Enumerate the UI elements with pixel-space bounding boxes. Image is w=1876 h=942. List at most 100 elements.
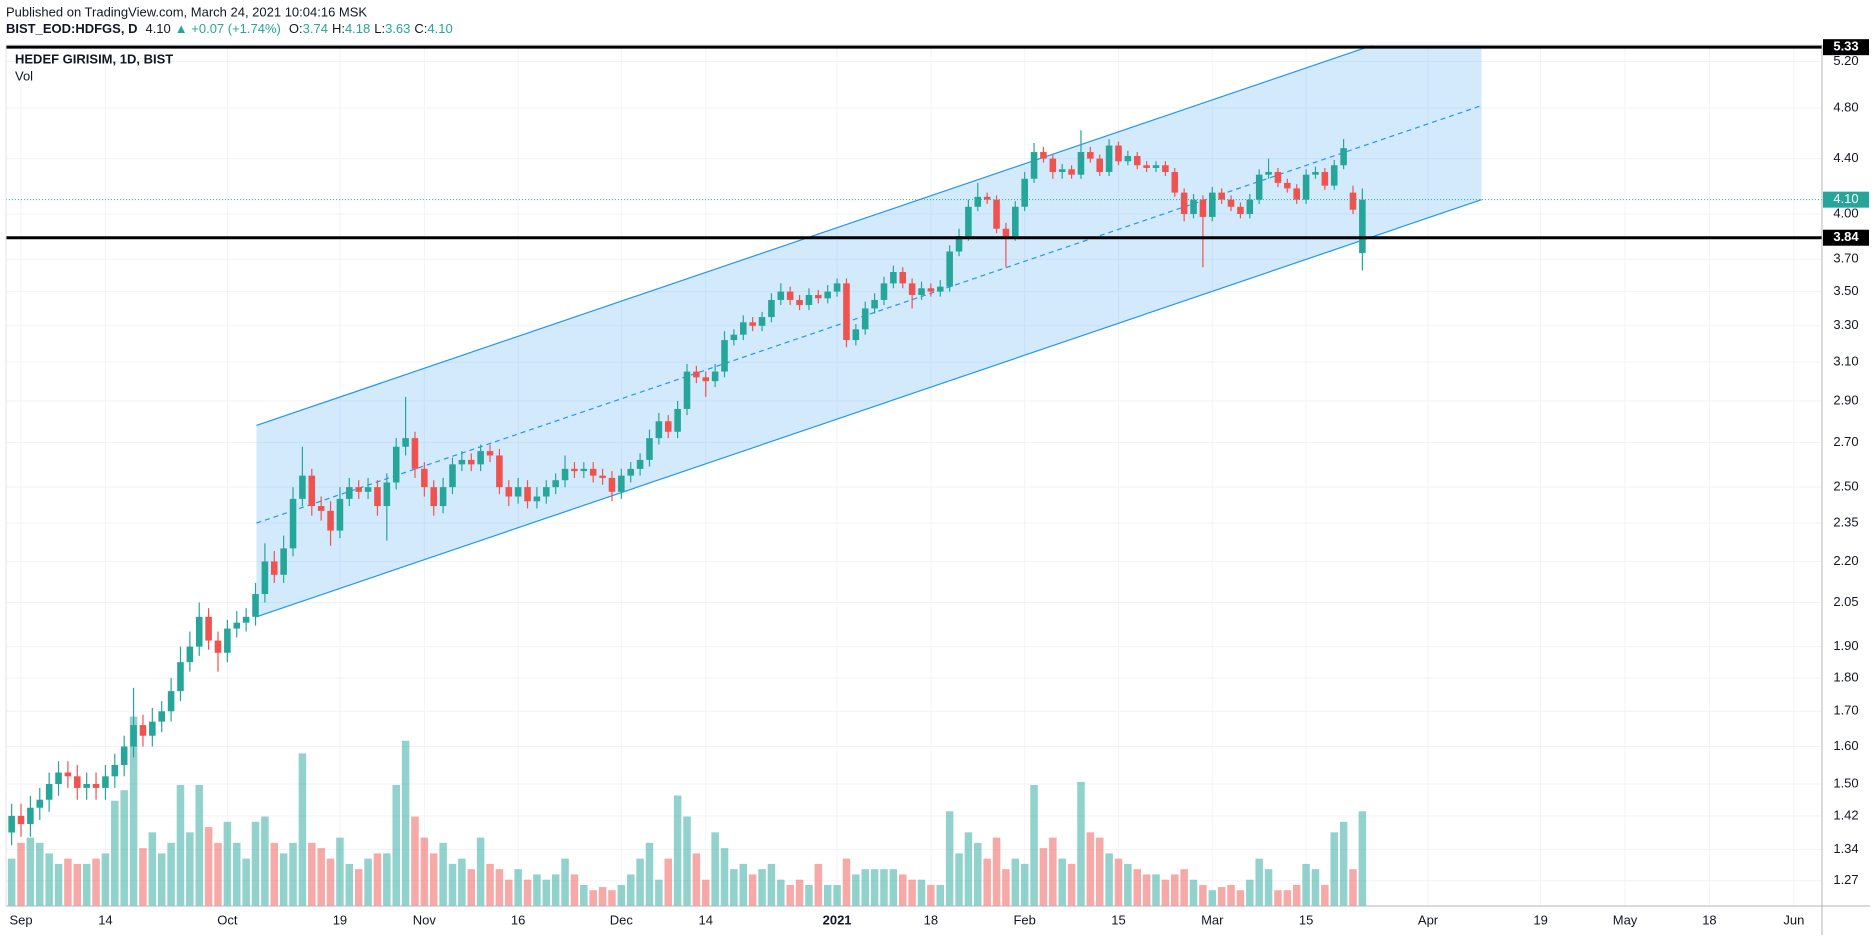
x-tick-label: 18: [924, 912, 938, 927]
volume-bar: [617, 884, 626, 906]
candle-body: [83, 784, 90, 788]
volume-bar: [289, 842, 297, 906]
volume-bar: [683, 816, 691, 906]
candle-body: [242, 616, 250, 623]
candle-body: [177, 662, 184, 692]
y-tick-label: 2.05: [1833, 594, 1858, 609]
x-tick-label: Dec: [610, 912, 634, 927]
candle-body: [1162, 165, 1169, 172]
candle-body: [252, 594, 259, 617]
volume-bar: [1321, 884, 1329, 906]
candle-body: [805, 294, 813, 306]
volume-bar: [92, 858, 100, 906]
candle-body: [374, 487, 381, 507]
volume-bar: [1292, 884, 1301, 906]
volume-bar: [364, 858, 372, 906]
y-tick-label: 1.90: [1833, 638, 1858, 653]
candle-body: [1237, 206, 1244, 215]
volume-bar: [73, 863, 82, 906]
candle-body: [852, 329, 860, 341]
volume-bar: [167, 842, 175, 906]
volume-bar: [195, 784, 203, 906]
candle-body: [983, 196, 991, 200]
y-tick-label: 2.20: [1833, 553, 1858, 568]
volume-bar: [223, 821, 232, 906]
candle-body: [1255, 174, 1263, 200]
volume-bar: [1030, 784, 1038, 906]
volume-bar: [1264, 869, 1273, 906]
volume-bar: [1311, 869, 1320, 906]
candle-body: [496, 455, 503, 488]
candle-body: [308, 475, 316, 507]
candle-body: [589, 468, 597, 476]
volume-bar: [1171, 874, 1179, 906]
candle-body: [702, 377, 710, 382]
candle-body: [552, 480, 559, 488]
candle-body: [1040, 152, 1047, 159]
candle-body: [955, 236, 963, 252]
volume-bar: [82, 863, 91, 906]
candle-body: [158, 711, 165, 722]
volume-bar: [214, 842, 222, 906]
volume-bar: [589, 890, 597, 906]
volume-bar: [326, 858, 335, 906]
volume-bar: [795, 879, 804, 906]
candle-body: [505, 487, 513, 497]
volume-bar: [204, 827, 213, 906]
volume-bar: [308, 842, 316, 906]
candle-body: [749, 322, 756, 326]
volume-bar: [917, 879, 926, 906]
candle-body: [486, 451, 494, 456]
candle-body: [36, 799, 44, 808]
y-tick-label: 3.50: [1833, 283, 1858, 298]
volume-bar: [936, 884, 945, 906]
volume-bar: [645, 842, 654, 906]
volume-bar: [767, 863, 776, 906]
candle-body: [843, 283, 850, 341]
candle-body: [1143, 165, 1150, 168]
candle-body: [815, 294, 822, 299]
y-tick-label: 2.50: [1833, 479, 1858, 494]
volume-bar: [279, 853, 288, 906]
volume-bar: [17, 842, 25, 906]
candle-body: [730, 334, 738, 341]
last-price: 4.10: [145, 21, 170, 36]
x-tick-label: Nov: [413, 912, 437, 927]
volume-bar: [1349, 869, 1357, 906]
x-tick-label: 19: [333, 912, 347, 927]
candle-body: [1190, 199, 1197, 215]
volume-bar: [833, 884, 841, 906]
volume-bar: [861, 869, 869, 906]
volume-bar: [1095, 837, 1104, 906]
candle-body: [618, 475, 625, 492]
candle-body: [45, 784, 53, 800]
volume-bar: [561, 858, 569, 906]
candle-body: [139, 725, 147, 736]
volume-bar: [1086, 832, 1095, 906]
candle-body: [1218, 192, 1225, 200]
volume-bar: [786, 884, 794, 906]
volume-bar: [823, 884, 832, 906]
volume-bar: [1283, 890, 1292, 906]
candle-body: [965, 206, 972, 237]
channel-fill: [256, 45, 1482, 617]
volume-bar: [1161, 879, 1170, 906]
candle-body: [1340, 148, 1347, 166]
volume-bar: [1208, 890, 1217, 906]
candle-body: [636, 459, 644, 469]
volume-bar: [354, 869, 363, 906]
candle-body: [936, 286, 944, 292]
volume-bar: [945, 811, 954, 906]
volume-bar: [101, 853, 110, 906]
volume-bar: [411, 816, 419, 906]
candle-body: [1133, 155, 1141, 166]
candle-body: [1284, 182, 1291, 189]
volume-bar: [476, 837, 485, 906]
volume-bar: [1133, 869, 1141, 906]
volume-bar: [1199, 884, 1207, 906]
candle-body: [233, 622, 241, 629]
volume-bar: [26, 837, 35, 906]
